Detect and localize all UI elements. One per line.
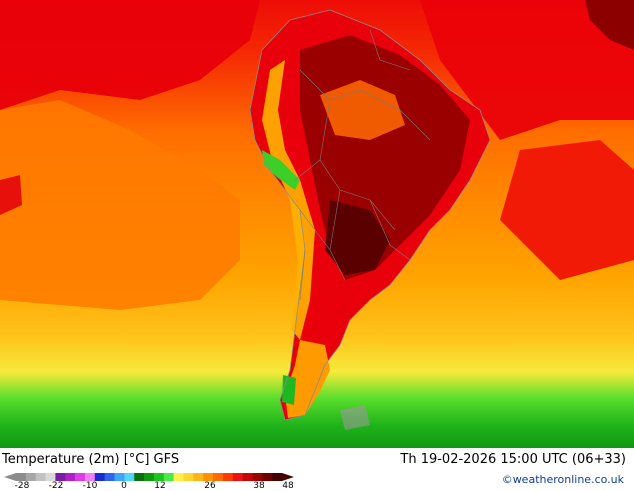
legend-swatch bbox=[163, 473, 174, 481]
south-sea-cold-patch bbox=[340, 405, 370, 430]
legend-tick: -22 bbox=[48, 481, 64, 491]
legend-swatch bbox=[114, 473, 125, 481]
legend-swatch bbox=[45, 473, 56, 481]
small-warm-cell-west bbox=[0, 175, 22, 215]
legend-swatch bbox=[134, 473, 145, 481]
andes-cool-strip bbox=[262, 60, 315, 340]
legend-tick: -28 bbox=[14, 481, 30, 491]
footer-bar: Temperature (2m) [°C] GFS Th 19-02-2026 … bbox=[0, 448, 634, 491]
legend-arrow-right bbox=[282, 473, 294, 481]
legend-swatch bbox=[252, 473, 263, 481]
legend-swatch bbox=[25, 473, 36, 481]
north-brazil-cooler-patch bbox=[320, 80, 405, 140]
legend-swatch bbox=[94, 473, 105, 481]
legend-tick: 38 bbox=[253, 481, 265, 491]
chaco-extreme-heat bbox=[325, 200, 390, 275]
legend-swatch bbox=[272, 473, 283, 481]
color-legend bbox=[4, 473, 294, 481]
legend-tick: 26 bbox=[204, 481, 216, 491]
legend-tick: 48 bbox=[282, 481, 294, 491]
legend-tick: 0 bbox=[121, 481, 127, 491]
legend-tick: 12 bbox=[154, 481, 166, 491]
legend-swatch bbox=[84, 473, 96, 481]
forecast-datetime: Th 19-02-2026 15:00 UTC (06+33) bbox=[400, 452, 626, 467]
africa-land-edge bbox=[585, 0, 634, 50]
legend-swatch bbox=[242, 473, 253, 481]
legend-swatch bbox=[193, 473, 204, 481]
north-pacific-warm-band bbox=[0, 0, 260, 110]
patagonia-cooler bbox=[285, 340, 330, 418]
legend-swatch bbox=[173, 473, 184, 481]
south-atlantic-warm-pool bbox=[500, 140, 634, 280]
andes-green-strip bbox=[262, 150, 300, 190]
legend-swatch bbox=[35, 473, 46, 481]
legend-swatch bbox=[104, 473, 115, 481]
legend-swatch bbox=[153, 473, 165, 481]
credit-link[interactable]: ©weatheronline.co.uk bbox=[501, 473, 624, 486]
temperature-map bbox=[0, 0, 634, 448]
legend-swatch bbox=[75, 473, 86, 481]
legend-swatch bbox=[144, 473, 155, 481]
legend-swatch bbox=[183, 473, 194, 481]
legend-swatch bbox=[203, 473, 214, 481]
legend-arrow-left bbox=[4, 473, 16, 481]
legend-swatch bbox=[232, 473, 243, 481]
country-borders bbox=[294, 29, 431, 301]
map-title: Temperature (2m) [°C] GFS bbox=[2, 452, 180, 467]
legend-swatch bbox=[213, 473, 224, 481]
legend-swatch bbox=[222, 473, 234, 481]
north-atlantic-warm-band bbox=[420, 0, 634, 140]
legend-swatch bbox=[262, 473, 273, 481]
patagonia-green-patch bbox=[282, 375, 296, 405]
pacific-cooler-tongue bbox=[0, 100, 240, 310]
legend-swatch bbox=[124, 473, 135, 481]
legend-swatch bbox=[65, 473, 76, 481]
legend-swatch bbox=[55, 473, 66, 481]
legend-tick: -10 bbox=[82, 481, 98, 491]
legend-swatch bbox=[16, 473, 27, 481]
